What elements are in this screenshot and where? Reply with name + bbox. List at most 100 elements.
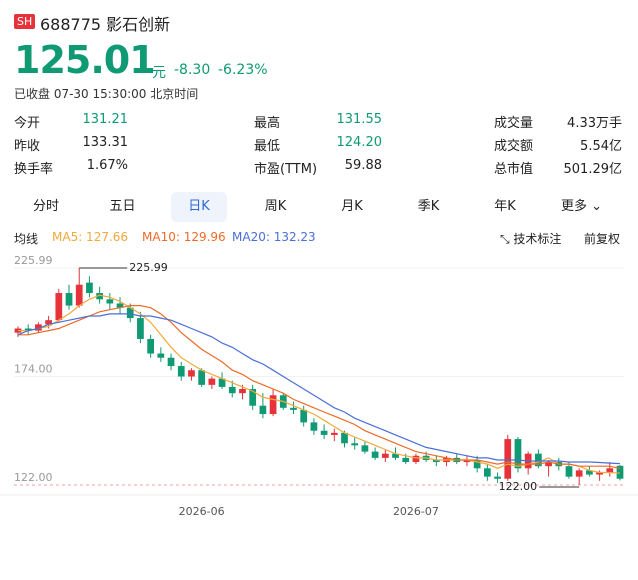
stat-value: 5.54亿 <box>580 139 622 154</box>
stat-label: 成交额 <box>494 139 534 154</box>
candle-body <box>535 453 542 467</box>
stock-name: 影石创新 <box>106 15 171 34</box>
candle-body <box>208 378 216 385</box>
annotation: 122.00 <box>499 480 538 493</box>
y-tick-label: 122.00 <box>14 471 53 484</box>
candle-body <box>586 470 593 475</box>
stat-label: 最低 <box>254 139 281 154</box>
candle-body <box>177 366 185 377</box>
tool[interactable]: ⤡ 技术标注 <box>500 232 562 246</box>
candle-body <box>494 476 501 479</box>
status: 已收盘 07-30 15:30:00 北京时间 <box>14 87 199 101</box>
tab[interactable]: 五日 <box>109 199 136 214</box>
legend-item: MA5: 127.66 <box>52 230 129 244</box>
candle-body <box>45 320 52 325</box>
tab[interactable]: 日K <box>171 192 227 222</box>
candle-body <box>65 293 73 306</box>
stat-value: 59.88 <box>344 158 382 173</box>
unit: 元 <box>152 65 166 81</box>
candle-body <box>198 370 206 385</box>
stock-code: 688775 影石创新 <box>40 11 170 35</box>
candle-body <box>249 389 257 406</box>
stat-label: 成交量 <box>494 116 534 131</box>
candle-body <box>320 430 328 435</box>
x-tick-label: 2026-06 <box>179 505 225 518</box>
stat-label: 总市值 <box>494 162 534 177</box>
ma-line <box>18 294 621 474</box>
indicator-title: 均线 <box>14 232 39 246</box>
tab[interactable]: 月K <box>341 199 363 214</box>
candle-body <box>351 443 359 446</box>
ma-line <box>17 313 621 465</box>
candle-body <box>55 293 63 321</box>
tab[interactable]: 周K <box>264 199 287 214</box>
tab[interactable]: 更多 ⌄ <box>560 199 603 214</box>
stat-value: 131.21 <box>82 112 129 127</box>
market-badge: SH <box>14 14 36 29</box>
candle-body <box>514 439 522 469</box>
candle-body <box>147 338 155 354</box>
candle-body <box>24 328 32 331</box>
candle-body <box>35 324 42 331</box>
candle-body <box>126 307 134 319</box>
candle-body <box>218 378 226 387</box>
candle-body <box>96 293 103 300</box>
tab[interactable]: 分时 <box>32 199 59 214</box>
candle-body <box>432 459 440 463</box>
stat-value: 124.20 <box>336 135 383 150</box>
ma-line <box>18 305 621 469</box>
candle-body <box>75 284 83 306</box>
stat-value: 4.33万手 <box>567 116 622 131</box>
candle-body <box>463 459 471 463</box>
candle-body <box>116 303 124 308</box>
candle-body <box>412 455 420 463</box>
code: 688775 <box>40 15 102 34</box>
stat-label: 昨收 <box>14 139 41 154</box>
candle-body <box>106 299 114 304</box>
legend-item: MA20: 132.23 <box>232 230 316 244</box>
stat-label: 最高 <box>254 116 281 131</box>
tab[interactable]: 年K <box>494 199 516 214</box>
candle-body <box>290 407 297 410</box>
stat-value: 501.29亿 <box>563 162 623 177</box>
candle-body <box>341 432 348 444</box>
candle-body <box>402 457 410 463</box>
candle-body <box>545 462 552 467</box>
tab[interactable]: 季K <box>417 199 440 214</box>
stat-label: 今开 <box>14 116 41 131</box>
y-tick-label: 225.99 <box>14 254 53 267</box>
candle-body <box>371 451 379 458</box>
candle-body <box>269 395 277 415</box>
tool-label[interactable]: 技术标注 <box>513 232 562 246</box>
tool-label[interactable]: 前复权 <box>584 232 621 246</box>
candle-body <box>504 439 512 479</box>
candle-body <box>330 432 338 435</box>
candle-body <box>157 353 165 358</box>
stat-value: 133.31 <box>82 135 129 150</box>
candle-body <box>473 459 481 469</box>
candle-body <box>300 409 308 423</box>
candle-body <box>565 466 573 477</box>
candle-body <box>483 468 491 477</box>
candle-body <box>239 389 246 394</box>
candle-body <box>86 282 93 294</box>
change: -8.30 <box>174 62 211 78</box>
candle-body <box>361 445 369 452</box>
change-pct: -6.23% <box>218 62 268 78</box>
y-tick-label: 174.00 <box>14 363 53 376</box>
candle-body <box>575 470 583 477</box>
stat-value: 131.55 <box>336 112 383 127</box>
price: 125.01 <box>14 38 156 82</box>
x-tick-label: 2026-07 <box>393 505 439 518</box>
legend-item: MA10: 129.96 <box>142 230 226 244</box>
candle-body <box>310 422 318 431</box>
candle-body <box>259 405 267 415</box>
annotation: 225.99 <box>129 261 168 274</box>
candle-body <box>392 453 399 458</box>
stat-value: 1.67% <box>86 158 128 173</box>
candle-body <box>137 318 144 339</box>
chart: 225.99 174.00 122.00 2026-06 2026-07 225.99 12… <box>0 254 638 518</box>
stat-label: 换手率 <box>14 162 54 177</box>
stat-label: 市盈(TTM) <box>254 162 318 177</box>
